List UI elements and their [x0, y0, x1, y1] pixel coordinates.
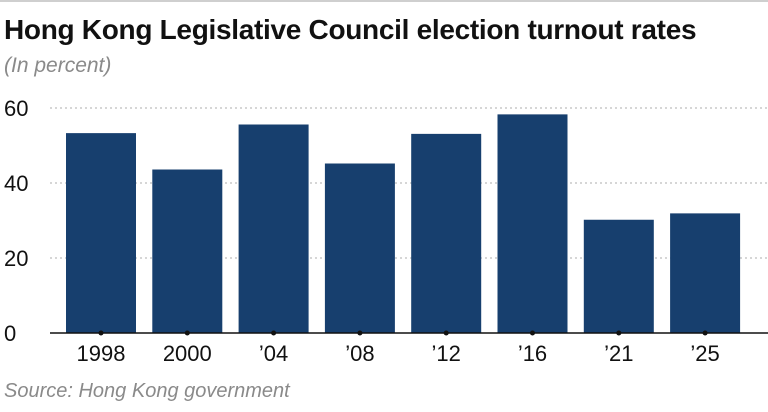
bar-16 [497, 114, 568, 333]
chart-title: Hong Kong Legislative Council election t… [4, 14, 697, 45]
x-tick-mark [271, 330, 277, 336]
bar-12 [411, 133, 482, 333]
top-rule [0, 0, 768, 2]
x-tick-mark [357, 330, 363, 336]
bar-08 [324, 163, 395, 333]
x-tick-label: ’12 [432, 341, 461, 366]
x-tick-labels: 1998 2000 ’04 ’08 ’12 ’16 ’21 ’25 [77, 341, 720, 366]
bar-2000 [152, 169, 223, 333]
bars [66, 114, 741, 333]
x-tick-mark [443, 330, 449, 336]
y-tick-label: 40 [4, 171, 28, 196]
y-tick-labels: 0 20 40 60 [4, 96, 28, 346]
x-tick-mark [530, 330, 535, 336]
x-tick-label: 2000 [163, 341, 212, 366]
bar-21 [583, 219, 654, 333]
axes [50, 330, 768, 336]
y-tick-label: 60 [4, 96, 28, 121]
x-tick-label: 1998 [77, 341, 126, 366]
chart-subtitle: (In percent) [4, 54, 112, 77]
x-tick-label: ’04 [259, 341, 288, 366]
bar-04 [238, 124, 309, 333]
x-tick-label: ’16 [518, 341, 547, 366]
x-tick-mark [702, 330, 708, 336]
x-tick-mark [98, 330, 104, 336]
source-note: Source: Hong Kong government [4, 380, 290, 402]
x-tick-label: ’21 [604, 341, 633, 366]
x-tick-mark [184, 330, 190, 336]
y-tick-label: 20 [4, 246, 28, 271]
bar-25 [670, 213, 741, 333]
x-tick-label: ’08 [345, 341, 374, 366]
y-tick-label: 0 [4, 321, 16, 346]
bar-1998 [66, 133, 136, 333]
x-tick-mark [616, 330, 622, 336]
x-tick-label: ’25 [690, 341, 719, 366]
